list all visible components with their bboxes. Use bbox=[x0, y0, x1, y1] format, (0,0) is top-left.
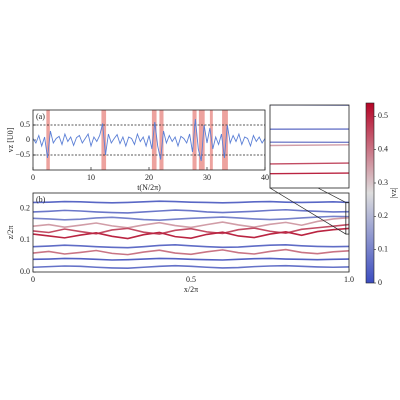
colorbar-tick-label: 0.1 bbox=[378, 244, 388, 253]
colorbar-tick-label: 0 bbox=[378, 278, 382, 287]
x-axis-label: x/2π bbox=[184, 285, 198, 294]
highlight-band bbox=[198, 110, 205, 170]
connector bbox=[317, 187, 347, 203]
trajectory bbox=[33, 257, 349, 261]
y-axis-label: vz [U0] bbox=[6, 127, 15, 152]
x-tick-label: 0.5 bbox=[186, 275, 196, 284]
x-tick-label: 10 bbox=[87, 173, 95, 182]
highlight-band bbox=[222, 110, 228, 170]
x-tick-label: 20 bbox=[145, 173, 153, 182]
y-tick-label: 0.1 bbox=[20, 235, 30, 244]
highlight-band bbox=[46, 110, 50, 170]
colorbar-label: |vz| bbox=[389, 188, 398, 199]
x-tick-label: 0 bbox=[31, 173, 35, 182]
y-axis-label: z/2π bbox=[6, 226, 15, 240]
trajectory bbox=[33, 223, 349, 235]
x-axis-label: t(N/2π) bbox=[137, 183, 161, 192]
colorbar-tick-label: 0.2 bbox=[378, 211, 388, 220]
colorbar-tick-label: 0.3 bbox=[378, 178, 388, 187]
connector bbox=[269, 187, 347, 235]
highlight-band bbox=[151, 110, 157, 170]
colorbar bbox=[365, 102, 375, 284]
colorbar-tick-label: 0.5 bbox=[378, 111, 388, 120]
trajectory bbox=[33, 227, 349, 240]
x-tick-label: 0 bbox=[31, 275, 35, 284]
trajectory bbox=[33, 264, 349, 270]
plot-area bbox=[33, 200, 349, 270]
highlight-band bbox=[192, 110, 197, 170]
trajectory bbox=[33, 244, 349, 249]
y-tick-label: 0.5 bbox=[20, 120, 30, 129]
x-tick-label: 30 bbox=[203, 173, 211, 182]
x-tick-label: 40 bbox=[261, 173, 269, 182]
trajectory bbox=[33, 248, 349, 256]
y-tick-label: 0.2 bbox=[20, 204, 30, 213]
trajectory bbox=[33, 215, 349, 221]
y-tick-label: −0.5 bbox=[15, 150, 30, 159]
trajectory bbox=[33, 200, 349, 204]
highlight-band bbox=[159, 110, 164, 170]
y-tick-label: 0 bbox=[26, 135, 30, 144]
series-line bbox=[33, 118, 265, 162]
panel-label: (b) bbox=[36, 195, 46, 204]
y-tick-label: 0.0 bbox=[20, 267, 30, 276]
panel-label: (a) bbox=[36, 112, 45, 121]
zoom-region bbox=[345, 202, 350, 235]
plot-area bbox=[33, 110, 265, 170]
trajectory bbox=[33, 208, 349, 214]
x-tick-label: 1.0 bbox=[344, 275, 354, 284]
colorbar-tick-label: 0.4 bbox=[378, 144, 388, 153]
inset-frame bbox=[269, 104, 350, 189]
axes-frame bbox=[32, 109, 266, 171]
trajectory bbox=[33, 216, 349, 229]
inset-bg bbox=[270, 105, 349, 188]
